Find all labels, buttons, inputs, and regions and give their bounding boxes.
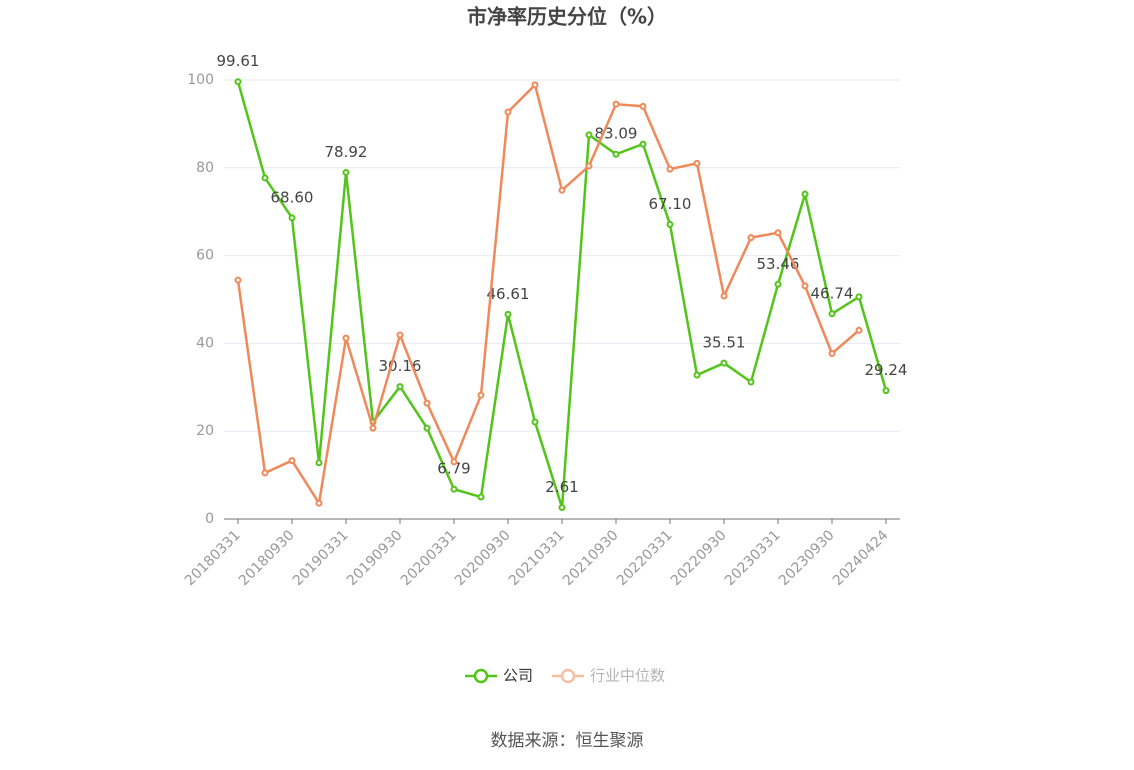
y-tick-label: 60 xyxy=(196,248,214,264)
x-tick-label: 20190331 xyxy=(290,527,352,589)
data-point xyxy=(720,359,728,367)
data-point xyxy=(666,220,674,228)
data-point xyxy=(477,493,485,501)
legend-marker xyxy=(473,668,489,684)
data-point xyxy=(612,100,620,108)
x-tick-label: 20220930 xyxy=(668,527,730,589)
series-line xyxy=(236,82,860,507)
data-point xyxy=(774,229,782,237)
data-point xyxy=(558,504,566,512)
data-point xyxy=(801,282,809,290)
data-point xyxy=(234,78,242,86)
data-point xyxy=(450,458,458,466)
data-point xyxy=(531,418,539,426)
data-point xyxy=(747,234,755,242)
data-label: 53.46 xyxy=(757,255,800,273)
data-point xyxy=(288,214,296,222)
data-point xyxy=(288,457,296,465)
data-point xyxy=(423,424,431,432)
data-label: 46.74 xyxy=(811,284,854,302)
data-label: 68.60 xyxy=(271,188,314,206)
y-tick-label: 80 xyxy=(196,160,214,176)
data-point xyxy=(396,383,404,391)
data-point xyxy=(855,293,863,301)
data-point xyxy=(855,326,863,334)
x-tick-label: 20190930 xyxy=(344,527,406,589)
y-tick-label: 100 xyxy=(187,72,214,88)
x-tick-label: 20200331 xyxy=(398,527,460,589)
data-label: 6.79 xyxy=(437,460,470,478)
x-tick-label: 20230331 xyxy=(722,527,784,589)
data-point xyxy=(558,186,566,194)
legend-label: 公司 xyxy=(503,667,533,685)
data-point xyxy=(666,165,674,173)
x-tick-label: 20180331 xyxy=(182,527,244,589)
data-point xyxy=(585,131,593,139)
data-point xyxy=(261,469,269,477)
x-tick-label: 20200930 xyxy=(452,527,514,589)
x-tick-label: 20220331 xyxy=(614,527,676,589)
y-tick-label: 0 xyxy=(205,511,214,527)
data-point xyxy=(639,102,647,110)
legend-label: 行业中位数 xyxy=(590,667,665,685)
x-tick-label: 20230930 xyxy=(776,527,838,589)
data-point xyxy=(801,190,809,198)
data-point xyxy=(315,499,323,507)
x-tick-label: 20240424 xyxy=(830,527,892,589)
y-tick-label: 20 xyxy=(196,423,214,439)
x-tick-label: 20210331 xyxy=(506,527,568,589)
data-point xyxy=(639,140,647,148)
data-point xyxy=(234,276,242,284)
data-point xyxy=(828,349,836,357)
data-label: 67.10 xyxy=(649,195,692,213)
data-point xyxy=(261,174,269,182)
data-point xyxy=(315,459,323,467)
data-point xyxy=(477,391,485,399)
legend-marker xyxy=(560,668,576,684)
x-tick-label: 20210930 xyxy=(560,527,622,589)
data-point xyxy=(747,378,755,386)
y-tick-label: 40 xyxy=(196,335,214,351)
data-point xyxy=(531,81,539,89)
data-point xyxy=(882,387,890,395)
data-point xyxy=(342,334,350,342)
data-point xyxy=(693,371,701,379)
data-label: 99.61 xyxy=(217,52,260,70)
data-point xyxy=(828,310,836,318)
data-label: 29.24 xyxy=(865,361,908,379)
data-label: 46.61 xyxy=(487,285,530,303)
data-label: 35.51 xyxy=(703,334,746,352)
legend-item[interactable]: 公司 xyxy=(465,667,533,685)
legend-item[interactable]: 行业中位数 xyxy=(552,667,665,685)
chart-title: 市净率历史分位（%） xyxy=(467,5,667,29)
x-tick-label: 20180930 xyxy=(236,527,298,589)
data-point xyxy=(450,485,458,493)
data-point xyxy=(342,169,350,177)
data-point xyxy=(423,399,431,407)
data-point xyxy=(396,331,404,339)
data-point xyxy=(585,162,593,170)
data-point xyxy=(693,159,701,167)
data-point xyxy=(774,280,782,288)
data-label: 2.61 xyxy=(545,478,578,496)
data-point xyxy=(504,310,512,318)
source-note: 数据来源：恒生聚源 xyxy=(491,731,644,751)
data-point xyxy=(369,424,377,432)
data-point xyxy=(612,150,620,158)
data-point xyxy=(720,292,728,300)
data-label: 78.92 xyxy=(325,143,368,161)
data-point xyxy=(504,108,512,116)
